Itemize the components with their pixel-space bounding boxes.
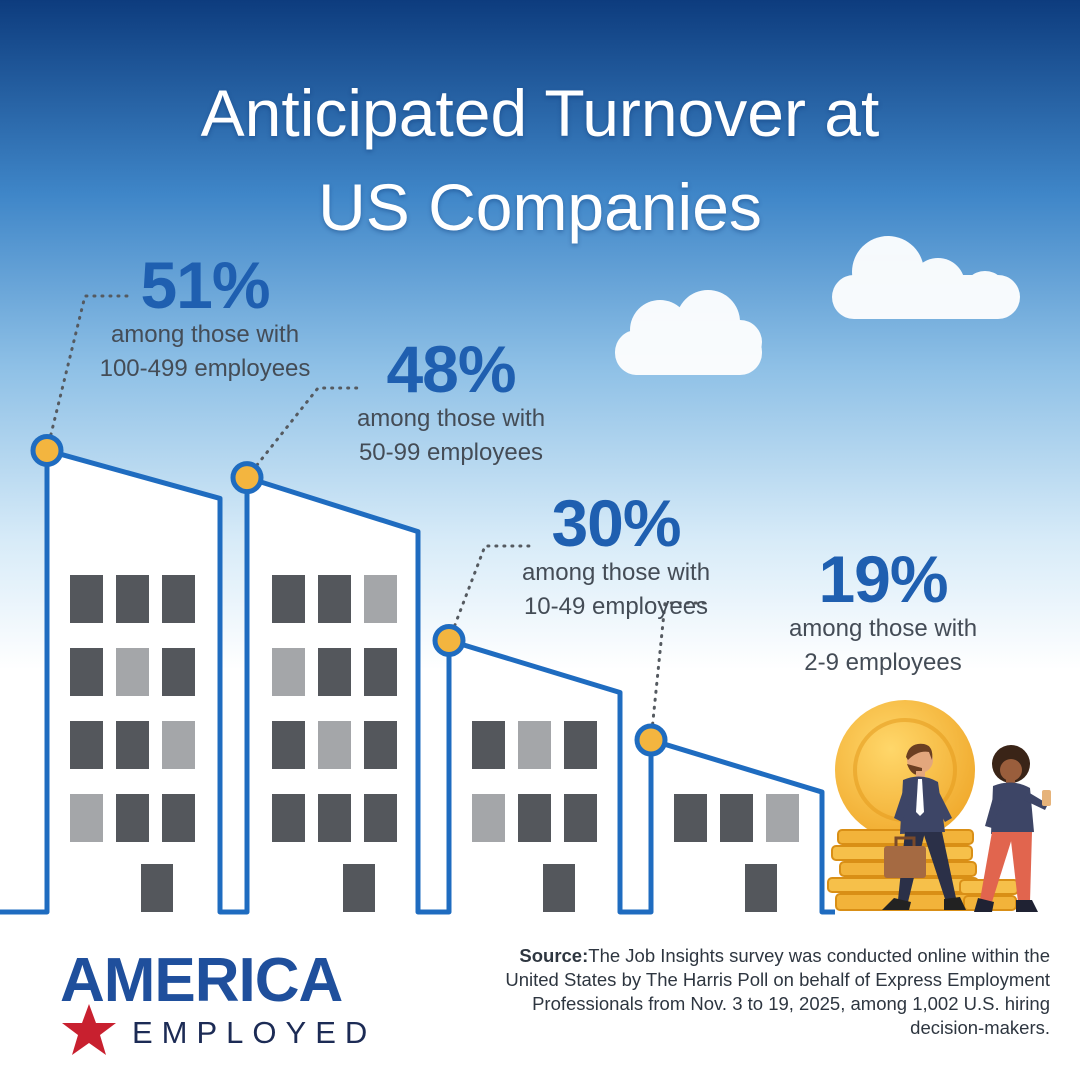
- buildings: [47, 450, 822, 912]
- title-line-1: Anticipated Turnover at: [200, 76, 880, 150]
- window-icon: [162, 794, 195, 842]
- window-icon: [564, 721, 597, 769]
- window-icon: [364, 721, 397, 769]
- window-icon: [318, 721, 351, 769]
- window-icon: [162, 575, 195, 623]
- window-icon: [70, 648, 103, 696]
- logo-wordmark: AMERICA: [60, 946, 343, 1015]
- stat-text-line-1: among those with: [110, 321, 300, 348]
- door-icon: [141, 864, 173, 912]
- window-icon: [472, 721, 505, 769]
- window-icon: [318, 648, 351, 696]
- page-title: Anticipated Turnover at US Companies: [0, 66, 1080, 254]
- source-note: Source:The Job Insights survey was condu…: [470, 944, 1050, 1040]
- stat-text-line-1: among those with: [356, 405, 546, 432]
- window-icon: [116, 721, 149, 769]
- window-icon: [162, 648, 195, 696]
- skyline-outline: [0, 447, 835, 915]
- stat-text-line-2: 100-499 employees: [99, 355, 311, 382]
- window-icon: [116, 794, 149, 842]
- window-icon: [766, 794, 799, 842]
- data-point-marker: [30, 433, 64, 467]
- window-icon: [720, 794, 753, 842]
- window-icon: [116, 648, 149, 696]
- window-icon: [364, 794, 397, 842]
- data-point-marker: [230, 461, 264, 495]
- data-markers: [0, 294, 835, 915]
- stat-text-line-1: among those with: [788, 615, 978, 642]
- source-text: The Job Insights survey was conducted on…: [505, 945, 1050, 1038]
- bar-building-3: [449, 640, 620, 912]
- leader-line: [649, 601, 712, 742]
- stat-percent: 51%: [140, 248, 270, 322]
- data-point-marker: [432, 624, 466, 657]
- leader-line: [245, 386, 365, 480]
- window-icon: [70, 721, 103, 769]
- window-icon: [272, 721, 305, 769]
- stat-text-line-1: among those with: [521, 559, 711, 586]
- title-line-2: US Companies: [318, 170, 762, 244]
- window-icon: [472, 794, 505, 842]
- cloud-icon: [832, 236, 1020, 319]
- leader-line: [45, 294, 132, 452]
- stat-text-line-2: 10-49 employees: [523, 593, 709, 620]
- window-icon: [272, 794, 305, 842]
- window-icon: [70, 794, 103, 842]
- star-icon: [62, 1004, 116, 1055]
- data-point-marker: [634, 723, 668, 757]
- america-employed-logo: AMERICA EMPLOYED: [60, 948, 450, 1058]
- window-icon: [518, 721, 551, 769]
- leader-line: [447, 544, 532, 642]
- window-icon: [318, 575, 351, 623]
- door-icon: [543, 864, 575, 912]
- door-icon: [745, 864, 777, 912]
- stat-percent: 48%: [386, 332, 516, 406]
- stat-label-100-499: 51% among those with 100-499 employees: [70, 252, 340, 386]
- window-icon: [70, 575, 103, 623]
- stat-percent: 30%: [551, 486, 681, 560]
- clouds: [615, 236, 1020, 375]
- window-icon: [272, 648, 305, 696]
- window-icon: [364, 648, 397, 696]
- window-icon: [272, 575, 305, 623]
- cloud-icon: [615, 290, 762, 375]
- window-icon: [564, 794, 597, 842]
- window-icon: [364, 575, 397, 623]
- window-icon: [162, 721, 195, 769]
- stat-label-10-49: 30% among those with 10-49 employees: [481, 490, 751, 624]
- window-icon: [318, 794, 351, 842]
- stat-percent: 19%: [818, 542, 948, 616]
- window-icon: [116, 575, 149, 623]
- window-icon: [674, 794, 707, 842]
- walking-woman-icon: [974, 745, 1051, 912]
- stat-label-2-9: 19% among those with 2-9 employees: [748, 546, 1018, 680]
- source-label: Source:: [519, 945, 589, 966]
- stat-text-line-2: 2-9 employees: [804, 649, 962, 676]
- stat-label-50-99: 48% among those with 50-99 employees: [316, 336, 586, 470]
- window-icon: [518, 794, 551, 842]
- walking-man-icon: [882, 743, 966, 910]
- stat-text-line-2: 50-99 employees: [358, 439, 544, 466]
- logo-subtitle: EMPLOYED: [132, 1015, 377, 1050]
- door-icon: [343, 864, 375, 912]
